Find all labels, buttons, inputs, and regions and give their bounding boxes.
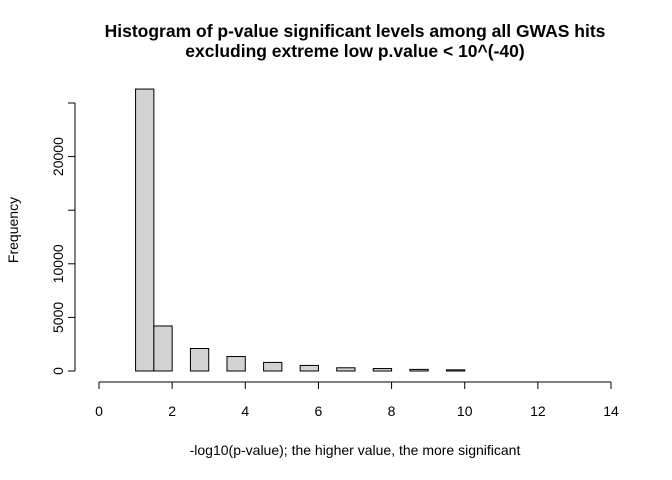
y-tick-label: 0 [50,367,66,375]
histogram-bar [135,88,155,372]
x-tick-label: 0 [95,403,103,419]
histogram-bar [189,347,210,372]
y-tick-label: 5000 [50,302,66,333]
histogram-bar [336,367,356,372]
x-axis-label: -log10(p-value); the higher value, the m… [190,442,521,458]
y-tick-label: 10000 [50,244,66,283]
histogram-bar [299,364,319,372]
histogram-bar [372,368,393,372]
y-axis-label: Frequency [5,197,21,263]
x-tick-label: 8 [388,403,396,419]
histogram-bar [263,361,283,372]
chart-title: Histogram of p-value significant levels … [105,21,606,41]
y-tick-label: 20000 [50,137,66,176]
bars-group [135,88,466,372]
histogram-bar [153,325,173,372]
x-tick-label: 14 [603,403,619,419]
x-axis-ticks: 0 2 4 6 8 10 12 14 [95,382,619,419]
x-tick-label: 2 [168,403,176,419]
histogram-bar [226,356,246,372]
histogram-bar [409,368,429,372]
x-tick-label: 12 [530,403,546,419]
histogram-bar [445,369,466,372]
chart-subtitle: excluding extreme low p.value < 10^(-40) [185,41,524,61]
x-tick-label: 4 [241,403,249,419]
x-tick-label: 10 [457,403,473,419]
y-axis-ticks: 0 5000 10000 20000 [50,102,75,375]
x-tick-label: 6 [315,403,323,419]
